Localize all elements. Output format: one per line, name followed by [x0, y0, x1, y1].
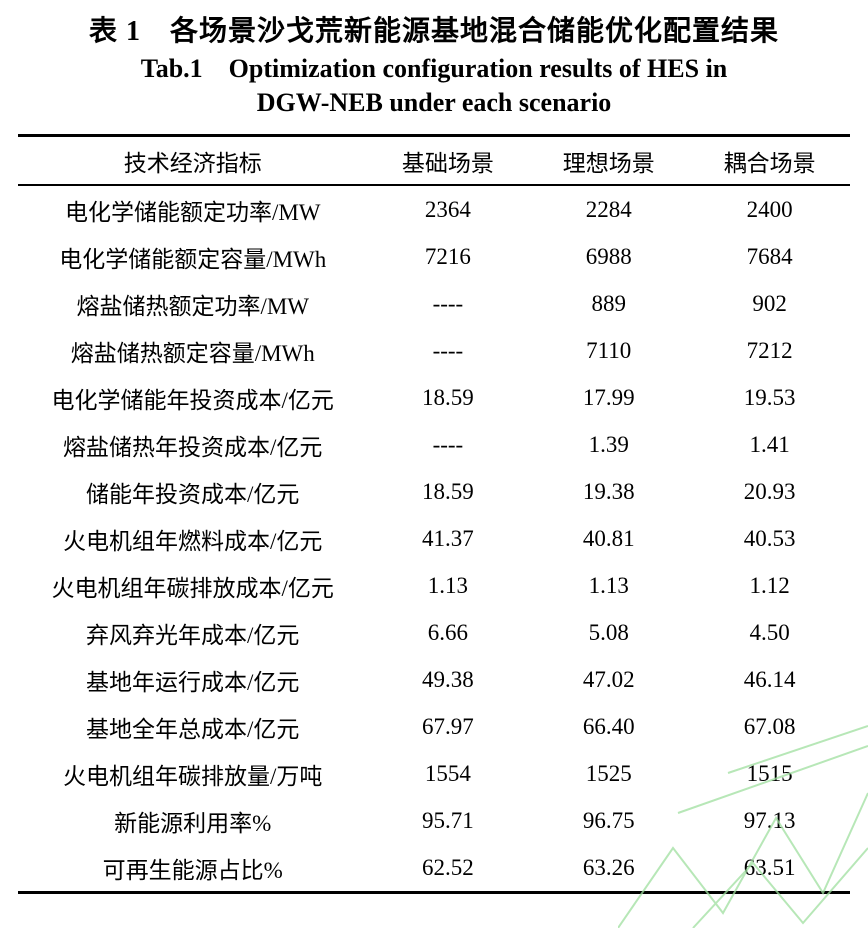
header-ideal-scenario: 理想场景 [562, 150, 655, 176]
indicator-cell: 基地全年总成本/亿元 [86, 716, 300, 742]
table-row: 电化学储能年投资成本/亿元 18.59 17.99 19.53 [18, 374, 850, 421]
value-cell: 1.12 [749, 572, 790, 598]
value-cell: 6.66 [427, 619, 469, 645]
table-row: 电化学储能额定容量/MWh 7216 6988 7684 [18, 233, 850, 280]
value-cell: 20.93 [743, 478, 796, 504]
value-cell: 1.13 [427, 572, 469, 598]
value-cell: 18.59 [422, 478, 474, 504]
value-cell: 2284 [585, 196, 632, 222]
table-row: 可再生能源占比% 62.52 63.26 63.51 [18, 844, 850, 893]
table-row: 火电机组年燃料成本/亿元 41.37 40.81 40.53 [18, 515, 850, 562]
value-cell: 66.40 [582, 713, 635, 739]
value-cell: 63.26 [582, 854, 635, 880]
value-cell: 2364 [424, 196, 471, 222]
indicator-cell: 新能源利用率% [114, 810, 272, 836]
table-row: 熔盐储热年投资成本/亿元 ---- 1.39 1.41 [18, 421, 850, 468]
value-cell: 67.97 [422, 713, 474, 739]
value-cell: 1.39 [588, 431, 629, 457]
value-cell: 1515 [746, 760, 793, 786]
value-cell: 7684 [746, 243, 793, 269]
table-row: 基地年运行成本/亿元 49.38 47.02 46.14 [18, 656, 850, 703]
table-body: 电化学储能额定功率/MW 2364 2284 2400 电化学储能额定容量/MW… [18, 185, 850, 893]
value-cell: 41.37 [422, 525, 474, 551]
header-coupled-scenario: 耦合场景 [723, 150, 816, 176]
value-cell: 49.38 [422, 666, 474, 692]
value-cell: 2400 [746, 196, 793, 222]
table-row: 熔盐储热额定功率/MW ---- 889 902 [18, 280, 850, 327]
table-header: 技术经济指标 基础场景 理想场景 耦合场景 [18, 136, 850, 185]
value-cell: 67.08 [743, 713, 796, 739]
table-row: 电化学储能额定功率/MW 2364 2284 2400 [18, 185, 850, 233]
indicator-cell: 电化学储能额定容量/MWh [59, 246, 327, 272]
indicator-cell: 弃风弃光年成本/亿元 [86, 622, 300, 648]
value-cell: 46.14 [743, 666, 796, 692]
value-cell: 1525 [585, 760, 632, 786]
indicator-cell: 储能年投资成本/亿元 [86, 481, 300, 507]
value-cell: ---- [432, 290, 464, 316]
table-caption-en-line2: DGW-NEB under each scenario [256, 88, 612, 117]
indicator-cell: 火电机组年碳排放成本/亿元 [51, 575, 334, 601]
value-cell: 1.13 [588, 572, 629, 598]
value-cell: 97.13 [743, 807, 796, 833]
table-row: 熔盐储热额定容量/MWh ---- 7110 7212 [18, 327, 850, 374]
indicator-cell: 基地年运行成本/亿元 [86, 669, 300, 695]
indicator-cell: 可再生能源占比% [102, 857, 283, 883]
header-indicator: 技术经济指标 [123, 150, 262, 176]
value-cell: 7216 [424, 243, 471, 269]
indicator-cell: 电化学储能年投资成本/亿元 [51, 387, 334, 413]
value-cell: 19.38 [582, 478, 635, 504]
value-cell: 1.41 [749, 431, 790, 457]
indicator-cell: 熔盐储热额定容量/MWh [70, 340, 315, 366]
table-row: 弃风弃光年成本/亿元 6.66 5.08 4.50 [18, 609, 850, 656]
value-cell: 902 [752, 290, 787, 316]
value-cell: 62.52 [422, 854, 474, 880]
value-cell: 7110 [586, 337, 632, 363]
header-base-scenario: 基础场景 [401, 150, 494, 176]
table-caption-en-line1: Tab.1 Optimization configuration results… [140, 54, 728, 83]
value-cell: 4.50 [749, 619, 790, 645]
value-cell: 17.99 [582, 384, 635, 410]
indicator-cell: 火电机组年燃料成本/亿元 [63, 528, 323, 554]
value-cell: ---- [432, 337, 464, 363]
table-row: 储能年投资成本/亿元 18.59 19.38 20.93 [18, 468, 850, 515]
value-cell: 1554 [424, 760, 471, 786]
table-row: 火电机组年碳排放量/万吨 1554 1525 1515 [18, 750, 850, 797]
table-row: 基地全年总成本/亿元 67.97 66.40 67.08 [18, 703, 850, 750]
indicator-cell: 电化学储能额定功率/MW [64, 199, 321, 225]
value-cell: 40.53 [743, 525, 796, 551]
results-table: 技术经济指标 基础场景 理想场景 耦合场景 电化学储能额定功率/MW 2364 … [18, 134, 850, 894]
indicator-cell: 熔盐储热额定功率/MW [76, 293, 310, 319]
header-row: 技术经济指标 基础场景 理想场景 耦合场景 [18, 136, 850, 185]
value-cell: 5.08 [588, 619, 629, 645]
indicator-cell: 熔盐储热年投资成本/亿元 [63, 434, 323, 460]
value-cell: 889 [591, 290, 626, 316]
value-cell: 63.51 [743, 854, 796, 880]
value-cell: 7212 [746, 337, 793, 363]
table-row: 新能源利用率% 95.71 96.75 97.13 [18, 797, 850, 844]
table-row: 火电机组年碳排放成本/亿元 1.13 1.13 1.12 [18, 562, 850, 609]
table-caption-zh: 表 1 各场景沙戈荒新能源基地混合储能优化配置结果 [88, 16, 779, 47]
value-cell: 18.59 [422, 384, 474, 410]
value-cell: 40.81 [582, 525, 635, 551]
value-cell: ---- [432, 431, 464, 457]
table-caption: 表 1 各场景沙戈荒新能源基地混合储能优化配置结果 Tab.1 Optimiza… [0, 0, 868, 120]
value-cell: 96.75 [582, 807, 635, 833]
value-cell: 47.02 [582, 666, 635, 692]
value-cell: 6988 [585, 243, 632, 269]
value-cell: 95.71 [422, 807, 474, 833]
indicator-cell: 火电机组年碳排放量/万吨 [63, 763, 323, 789]
value-cell: 19.53 [743, 384, 796, 410]
